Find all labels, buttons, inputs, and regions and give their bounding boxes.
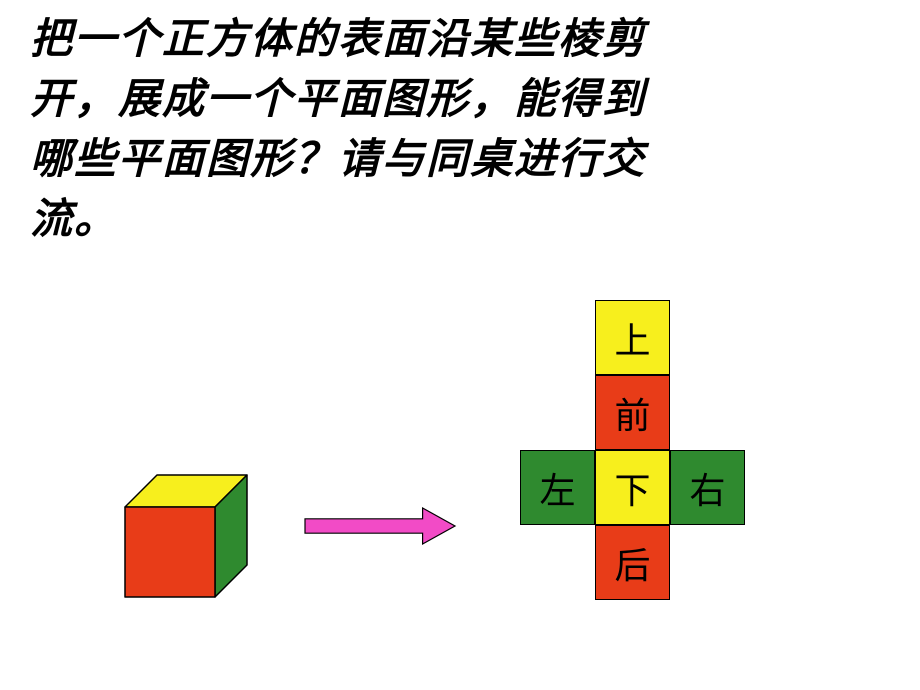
net-cell-上: 上 <box>595 300 670 375</box>
arrow-svg <box>300 500 470 550</box>
net-cell-左: 左 <box>520 450 595 525</box>
net-cell-前: 前 <box>595 375 670 450</box>
cube-diagram <box>120 470 280 635</box>
question-line-3: 哪些平面图形？请与同桌进行交 <box>30 130 890 190</box>
net-cell-后: 后 <box>595 525 670 600</box>
arrow-icon <box>300 500 470 555</box>
question-text: 把一个正方体的表面沿某些棱剪 开，展成一个平面图形，能得到 哪些平面图形？请与同… <box>30 10 890 250</box>
net-cell-下: 下 <box>595 450 670 525</box>
question-line-4: 流。 <box>30 190 890 250</box>
question-line-2: 开，展成一个平面图形，能得到 <box>30 70 890 130</box>
question-line-1: 把一个正方体的表面沿某些棱剪 <box>30 10 890 70</box>
net-cell-右: 右 <box>670 450 745 525</box>
cube-svg <box>120 470 280 630</box>
